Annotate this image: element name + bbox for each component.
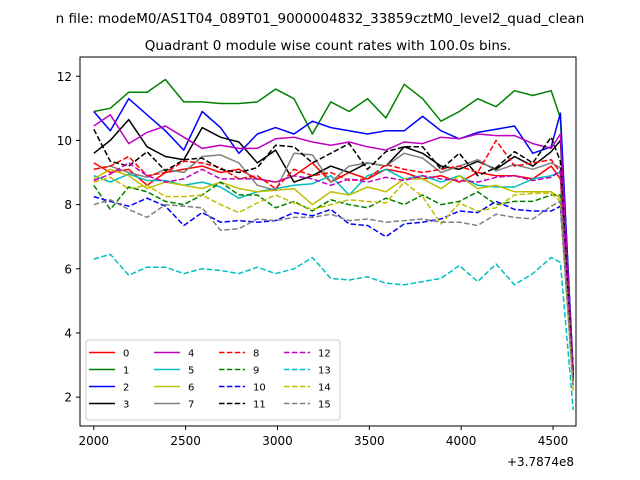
- y-tick-label: 4: [64, 326, 72, 340]
- series-line-12: [93, 162, 574, 382]
- y-axis: 2 4 6 8 10 12: [57, 70, 80, 405]
- legend-label-0: 0: [123, 349, 129, 360]
- x-tick-label: 4500: [538, 434, 569, 448]
- x-tick-label: 2500: [170, 434, 201, 448]
- y-tick-label: 10: [57, 134, 72, 148]
- legend-label-13: 13: [318, 366, 331, 377]
- x-tick-label: 3500: [354, 434, 385, 448]
- x-axis: 2000 2500 3000 3500 4000 4500: [79, 426, 569, 448]
- legend-label-2: 2: [123, 383, 129, 394]
- series-line-2: [93, 97, 574, 372]
- x-tick-label: 3000: [262, 434, 293, 448]
- series-line-5: [93, 168, 574, 378]
- legend-label-12: 12: [318, 349, 331, 360]
- legend-label-10: 10: [253, 383, 266, 394]
- y-tick-label: 12: [57, 70, 72, 84]
- series-line-15: [93, 199, 574, 388]
- legend-label-1: 1: [123, 366, 129, 377]
- legend-label-9: 9: [253, 366, 259, 377]
- series-line-7: [93, 152, 574, 375]
- series-line-4: [93, 114, 574, 372]
- legend-label-5: 5: [188, 366, 194, 377]
- plot-frame: [79, 56, 577, 427]
- series-line-8: [93, 139, 574, 378]
- legend-box: [85, 339, 341, 421]
- legend-label-15: 15: [318, 400, 331, 411]
- plot-lines: [93, 78, 574, 411]
- series-line-14: [93, 176, 574, 391]
- series-line-1: [93, 78, 574, 372]
- legend-label-6: 6: [188, 383, 194, 394]
- series-line-3: [93, 118, 574, 375]
- chart-file-title: n file: modeM0/AS1T04_089T01_9000004832_…: [56, 11, 585, 27]
- legend-label-7: 7: [188, 400, 194, 411]
- x-tick-label: 4000: [446, 434, 477, 448]
- legend-label-3: 3: [123, 400, 129, 411]
- legend-label-11: 11: [253, 400, 266, 411]
- x-offset-label: +3.7874e8: [507, 455, 574, 469]
- y-tick-label: 2: [64, 391, 72, 405]
- chart-title: Quadrant 0 module wise count rates with …: [145, 38, 511, 54]
- y-tick-label: 6: [64, 262, 72, 276]
- legend-label-8: 8: [253, 349, 259, 360]
- y-tick-label: 8: [64, 198, 72, 212]
- series-line-6: [93, 168, 574, 382]
- legend-label-14: 14: [318, 383, 331, 394]
- x-tick-label: 2000: [79, 434, 110, 448]
- legend-label-4: 4: [188, 349, 194, 360]
- series-line-11: [93, 128, 574, 378]
